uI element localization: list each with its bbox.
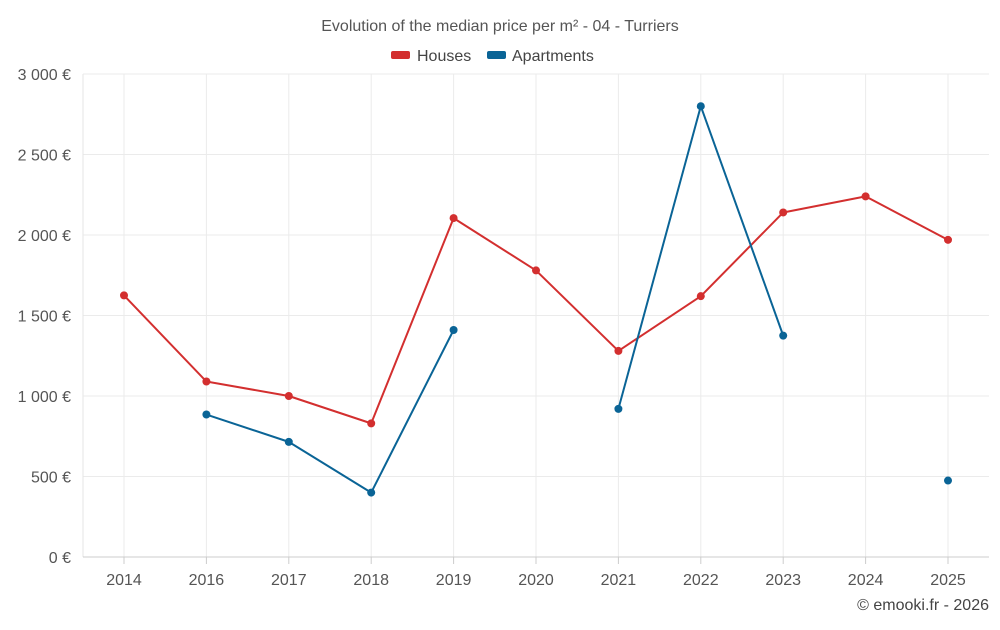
- data-point-apartments[interactable]: [779, 331, 788, 340]
- data-point-houses[interactable]: [944, 235, 952, 244]
- x-tick-label: 2016: [189, 572, 225, 589]
- data-point-apartments[interactable]: [696, 102, 705, 111]
- legend-label-apartments: Apartments: [512, 48, 594, 65]
- x-tick-label: 2014: [106, 572, 142, 589]
- data-point-houses[interactable]: [861, 192, 870, 201]
- y-axis: 0 € 500 € 1 000 € 1 500 € 2 000 € 2 500 € 3 00…: [18, 67, 71, 567]
- x-tick-label: 2021: [601, 572, 637, 589]
- legend-item-apartments[interactable]: Apartments: [487, 48, 594, 65]
- data-point-apartments[interactable]: [944, 476, 952, 485]
- y-tick-label: 1 000 €: [18, 389, 71, 406]
- series-apartments: [202, 102, 952, 497]
- legend-swatch-apartments: [487, 51, 506, 59]
- chart-title: Evolution of the median price per m² - 0…: [321, 18, 678, 35]
- legend-item-houses[interactable]: Houses: [391, 48, 471, 65]
- data-point-houses[interactable]: [449, 214, 458, 223]
- x-tick-label: 2020: [518, 572, 554, 589]
- x-tick-label: 2018: [353, 572, 389, 589]
- x-tick-label: 2024: [848, 572, 884, 589]
- x-tick-label: 2023: [765, 572, 801, 589]
- legend-swatch-houses: [391, 51, 410, 59]
- data-point-apartments[interactable]: [614, 404, 623, 413]
- x-tick-label: 2025: [930, 572, 966, 589]
- data-point-apartments[interactable]: [284, 437, 293, 446]
- x-tick-label: 2017: [271, 572, 307, 589]
- credit-text: © emooki.fr - 2026: [857, 597, 989, 614]
- data-point-apartments[interactable]: [449, 325, 458, 334]
- legend: Houses Apartments: [391, 48, 594, 65]
- y-tick-label: 3 000 €: [18, 67, 71, 84]
- data-point-houses[interactable]: [779, 208, 788, 217]
- data-point-houses[interactable]: [532, 266, 540, 275]
- data-point-apartments[interactable]: [202, 410, 211, 419]
- grid: [82, 73, 989, 557]
- data-point-houses[interactable]: [367, 419, 376, 428]
- y-tick-label: 1 500 €: [18, 309, 71, 326]
- data-point-houses[interactable]: [614, 346, 623, 355]
- series-houses: [120, 192, 952, 428]
- x-tick-label: 2022: [683, 572, 719, 589]
- y-tick-label: 2 500 €: [18, 148, 71, 165]
- data-point-houses[interactable]: [202, 377, 211, 386]
- data-point-houses[interactable]: [696, 292, 705, 301]
- legend-label-houses: Houses: [417, 48, 471, 65]
- x-axis: 2014 2016 2017 2018 2019 2020 2021 2022 2023 2024…: [83, 556, 989, 589]
- y-tick-label: 2 000 €: [18, 228, 71, 245]
- series-line-apartments: [206, 329, 455, 494]
- series-layer: [120, 102, 952, 497]
- y-tick-label: 0 €: [49, 550, 71, 567]
- y-tick-label: 500 €: [31, 470, 71, 487]
- data-point-houses[interactable]: [284, 392, 293, 400]
- x-tick-label: 2019: [436, 572, 472, 589]
- data-point-houses[interactable]: [120, 291, 128, 300]
- data-point-apartments[interactable]: [367, 488, 376, 497]
